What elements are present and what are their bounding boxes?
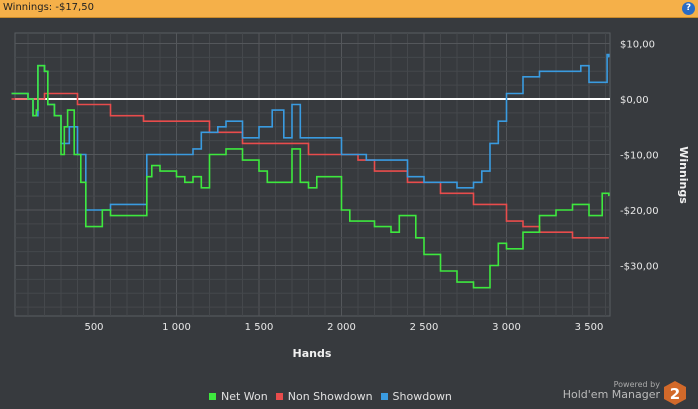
- y-tick-label: -$10,00: [620, 151, 659, 162]
- winnings-title: Winnings: -$17,50: [3, 2, 94, 13]
- hm2-logo: 2: [664, 381, 686, 405]
- legend: Net Won Non Showdown Showdown: [209, 390, 452, 403]
- svg-text:2: 2: [670, 385, 680, 403]
- y-tick-label: -$20,00: [620, 206, 659, 217]
- x-tick-label: 1 500: [245, 322, 274, 333]
- plot-area: [14, 32, 611, 317]
- y-tick-label: -$30,00: [620, 262, 659, 273]
- brand-name: Hold'em Manager: [562, 388, 660, 401]
- legend-showdown[interactable]: Showdown: [380, 390, 452, 403]
- x-axis-label: Hands: [293, 347, 332, 360]
- x-tick-label: 3 500: [575, 322, 604, 333]
- x-tick-label: 2 500: [410, 322, 439, 333]
- y-tick-label: $0,00: [620, 95, 649, 106]
- title-bar: Winnings: -$17,50 ?: [0, 0, 698, 18]
- series-net-won: [11, 64, 610, 289]
- x-tick-label: 3 000: [492, 322, 521, 333]
- legend-label: Net Won: [221, 390, 268, 403]
- y-tick-label: $10,00: [620, 40, 655, 51]
- x-tick-label: 1 000: [162, 322, 191, 333]
- x-tick-label: 2 000: [327, 322, 356, 333]
- y-axis-label: Winnings: [677, 146, 690, 204]
- legend-label: Showdown: [392, 390, 452, 403]
- help-icon[interactable]: ?: [682, 2, 695, 15]
- legend-non-showdown[interactable]: Non Showdown: [275, 390, 373, 403]
- legend-label: Non Showdown: [287, 390, 373, 403]
- legend-net-won[interactable]: Net Won: [209, 390, 268, 403]
- powered-by: Powered by: [613, 380, 660, 389]
- x-tick-label: 500: [84, 322, 103, 333]
